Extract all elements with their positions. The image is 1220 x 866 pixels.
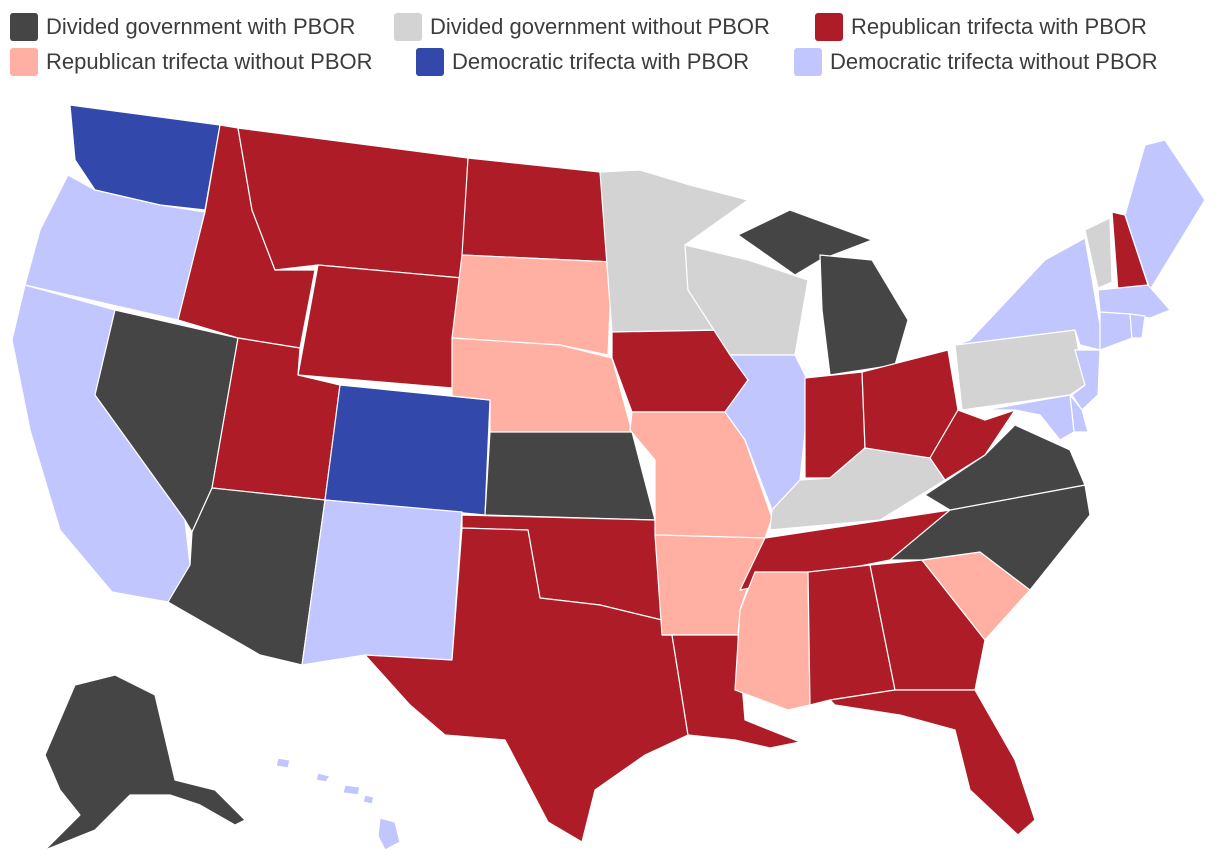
state-north-dakota[interactable]: [461, 157, 613, 263]
legend-item-rep-without: Republican trifecta without PBOR: [10, 47, 373, 77]
legend-item-dem-with: Democratic trifecta with PBOR: [416, 47, 749, 77]
legend-label-dem-without: Democratic trifecta without PBOR: [830, 49, 1158, 74]
legend: Divided government with PBOR Divided gov…: [0, 0, 1220, 84]
state-montana[interactable]: [237, 127, 469, 279]
state-hawaii[interactable]: [377, 817, 401, 851]
legend-swatch-dem-with: [416, 48, 444, 76]
state-alaska[interactable]: [44, 674, 246, 851]
legend-swatch-divided-with: [10, 13, 38, 41]
state-rhode-island[interactable]: [1129, 313, 1146, 339]
state-florida[interactable]: [829, 689, 1036, 836]
legend-swatch-dem-without: [794, 48, 822, 76]
legend-label-dem-with: Democratic trifecta with PBOR: [452, 49, 750, 74]
legend-item-dem-without: Democratic trifecta without PBOR: [794, 47, 1158, 77]
legend-swatch-rep-without: [10, 48, 38, 76]
state-south-dakota[interactable]: [451, 254, 613, 356]
state-vermont[interactable]: [1084, 217, 1113, 289]
state-michigan[interactable]: [819, 254, 909, 376]
legend-label-divided-without: Divided government without PBOR: [430, 14, 770, 39]
legend-label-rep-with: Republican trifecta with PBOR: [851, 14, 1147, 39]
state-massachusetts[interactable]: [1097, 284, 1171, 319]
state-georgia[interactable]: [869, 559, 986, 691]
legend-item-rep-with: Republican trifecta with PBOR: [815, 12, 1147, 42]
state-maine[interactable]: [1124, 139, 1206, 291]
state-maryland[interactable]: [984, 394, 1075, 441]
state-texas[interactable]: [364, 527, 689, 843]
state-new-mexico[interactable]: [301, 499, 463, 666]
state-hawaii-islands[interactable]: [275, 757, 375, 805]
state-kansas[interactable]: [484, 431, 656, 521]
state-michigan-upper[interactable]: [737, 209, 873, 276]
state-mississippi[interactable]: [734, 571, 811, 711]
legend-item-divided-without: Divided government without PBOR: [394, 12, 770, 42]
legend-label-divided-with: Divided government with PBOR: [46, 14, 356, 39]
state-new-york[interactable]: [954, 237, 1101, 351]
state-colorado[interactable]: [324, 384, 491, 516]
state-wyoming[interactable]: [297, 264, 463, 389]
legend-item-divided-with: Divided government with PBOR: [10, 12, 355, 42]
state-connecticut[interactable]: [1099, 311, 1133, 351]
legend-swatch-divided-without: [394, 13, 422, 41]
legend-swatch-rep-with: [815, 13, 843, 41]
legend-label-rep-without: Republican trifecta without PBOR: [46, 49, 373, 74]
